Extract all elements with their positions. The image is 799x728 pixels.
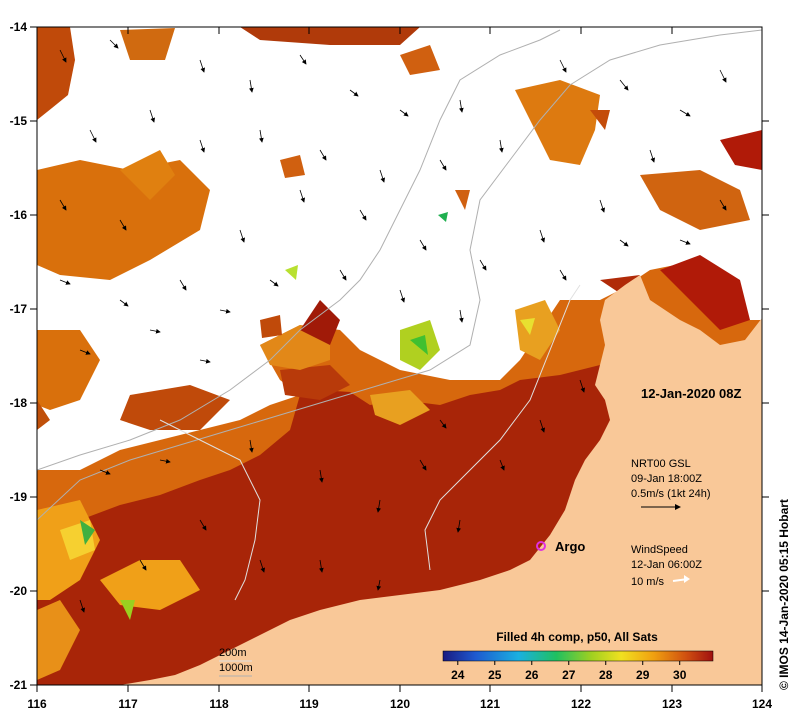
lon-tick-label: 118	[209, 697, 229, 711]
lon-tick-label: 119	[299, 697, 319, 711]
gsl-legend: NRT00 GSL 09-Jan 18:00Z 0.5m/s (1kt 24h)	[631, 458, 710, 510]
lon-tick-label: 117	[118, 697, 138, 711]
map-timestamp: 12-Jan-2020 08Z	[641, 386, 742, 401]
gsl-line1: NRT00 GSL	[631, 458, 691, 470]
current-arrows	[59, 39, 727, 613]
lat-tick-label: -20	[10, 584, 28, 598]
lon-ticks	[36, 27, 763, 692]
lat-tick-label: -15	[10, 114, 28, 128]
map-area	[37, 27, 762, 685]
lon-tick-label: 124	[752, 697, 772, 711]
lat-tick-label: -18	[10, 396, 28, 410]
gsl-line2: 09-Jan 18:00Z	[631, 473, 702, 485]
lon-tick-label: 123	[662, 697, 682, 711]
wind-legend: WindSpeed 12-Jan 06:00Z 10 m/s	[631, 544, 702, 588]
land-australia	[120, 275, 762, 685]
colorbar-ramp	[442, 650, 714, 662]
lon-tick-label: 120	[390, 697, 410, 711]
wind-arrowhead-icon	[684, 575, 690, 583]
lat-tick-label: -17	[10, 302, 28, 316]
bathymetry-contours	[37, 29, 762, 601]
wind-line2: 12-Jan 06:00Z	[631, 559, 702, 571]
lat-tick-label: -19	[10, 490, 28, 504]
lat-ticks	[30, 26, 769, 686]
lat-tick-label: -14	[10, 20, 28, 34]
lat-tick-label: -21	[10, 678, 28, 692]
argo-marker	[536, 541, 546, 551]
lon-tick-label: 121	[480, 697, 500, 711]
lat-tick-label: -16	[10, 208, 28, 222]
gsl-line3: 0.5m/s (1kt 24h)	[631, 488, 710, 500]
lon-tick-label: 116	[27, 697, 47, 711]
colorbar: Filled 4h comp, p50, All Sats 24 25 26 27 28…	[442, 630, 714, 682]
lon-tick-labels: 116 117 118 119 120 121 122 123 124	[27, 697, 772, 711]
contour-200-label: 200m	[219, 647, 247, 659]
wind-line1: WindSpeed	[631, 544, 688, 556]
lat-tick-labels: -14 -15 -16 -17 -18 -19 -20 -21	[10, 20, 28, 692]
colorbar-tick-label: 26	[525, 668, 539, 682]
colorbar-tick-label: 25	[488, 668, 502, 682]
credit-text: © IMOS 14-Jan-2020 05:15 Hobart	[777, 499, 791, 690]
colorbar-title: Filled 4h comp, p50, All Sats	[496, 630, 658, 644]
contour-legend: 200m 1000m	[219, 647, 253, 677]
colorbar-tick-label: 24	[451, 668, 465, 682]
colorbar-tick-label: 28	[599, 668, 613, 682]
colorbar-ticks: 24 25 26 27 28 29 30	[451, 661, 687, 682]
wind-line3: 10 m/s	[631, 576, 665, 588]
lon-tick-label: 122	[571, 697, 591, 711]
colorbar-tick-label: 30	[673, 668, 687, 682]
contour-1000-label: 1000m	[219, 662, 253, 674]
colorbar-tick-label: 27	[562, 668, 576, 682]
argo-label: Argo	[555, 539, 585, 554]
colorbar-tick-label: 29	[636, 668, 650, 682]
